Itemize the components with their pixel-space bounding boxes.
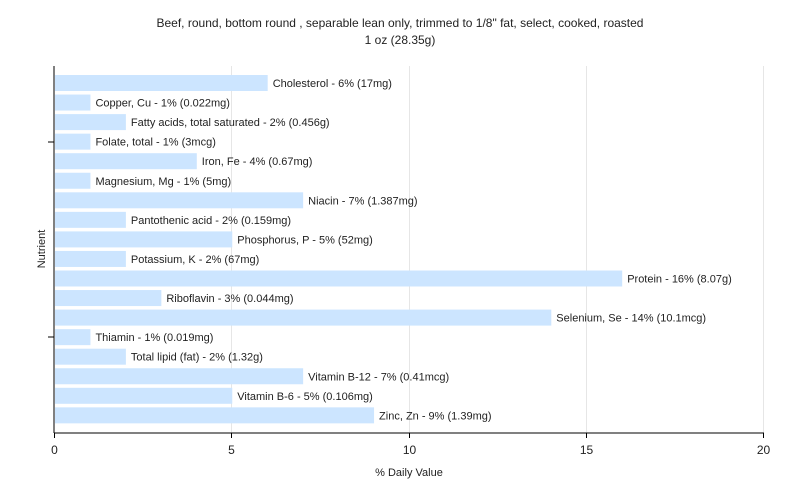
- bar: [55, 387, 233, 404]
- bar-label: Magnesium, Mg - 1% (5mg): [95, 176, 231, 188]
- bar-label: Zinc, Zn - 9% (1.39mg): [379, 410, 491, 422]
- bar-label: Thiamin - 1% (0.019mg): [95, 332, 213, 344]
- bar: [55, 290, 162, 307]
- bar-label: Iron, Fe - 4% (0.67mg): [202, 156, 313, 168]
- x-tick-label: 5: [228, 443, 235, 457]
- bar-label: Protein - 16% (8.07g): [627, 274, 732, 286]
- bar-label: Potassium, K - 2% (67mg): [131, 254, 259, 266]
- bar-label: Fatty acids, total saturated - 2% (0.456…: [131, 117, 330, 129]
- bar-labels: Cholesterol - 6% (17mg) Copper, Cu - 1% (…: [95, 78, 731, 422]
- bar-label: Phosphorus, P - 5% (52mg): [237, 234, 373, 246]
- bar-label: Copper, Cu - 1% (0.022mg): [95, 98, 230, 110]
- x-tick-label: 15: [580, 443, 594, 457]
- bar-label: Niacin - 7% (1.387mg): [308, 195, 417, 207]
- x-tick-label: 10: [403, 443, 417, 457]
- bar-label: Pantothenic acid - 2% (0.159mg): [131, 215, 291, 227]
- bar-label: Cholesterol - 6% (17mg): [273, 78, 392, 90]
- x-axis-title: % Daily Value: [375, 467, 443, 479]
- bar: [55, 231, 233, 248]
- bar: [55, 192, 304, 209]
- bar: [55, 75, 268, 91]
- bar-label: Selenium, Se - 14% (10.1mcg): [556, 313, 706, 325]
- bar: [55, 153, 197, 170]
- bar: [55, 348, 126, 365]
- bar: [55, 368, 304, 385]
- bar: [55, 270, 623, 287]
- bars: [55, 75, 623, 424]
- bar-label: Folate, total - 1% (3mcg): [95, 137, 215, 149]
- x-tick-label: 0: [51, 443, 58, 457]
- x-axis-ticks: 0 5 10 15 20: [51, 433, 770, 457]
- bar: [55, 329, 91, 346]
- bar: [55, 407, 375, 424]
- bar-label: Vitamin B-12 - 7% (0.41mcg): [308, 371, 449, 383]
- bar-label: Riboflavin - 3% (0.044mg): [166, 293, 293, 305]
- bar-label: Total lipid (fat) - 2% (1.32g): [131, 352, 263, 364]
- chart-title: Beef, round, bottom round , separable le…: [157, 16, 644, 30]
- bar: [55, 172, 91, 189]
- bar: [55, 114, 126, 131]
- x-tick-label: 20: [757, 443, 771, 457]
- bar: [55, 250, 126, 267]
- chart-subtitle: 1 oz (28.35g): [365, 33, 436, 47]
- y-axis-title: Nutrient: [36, 230, 48, 269]
- bar: [55, 211, 126, 228]
- bar-label: Vitamin B-6 - 5% (0.106mg): [237, 391, 373, 403]
- bar: [55, 94, 91, 111]
- bar: [55, 309, 552, 326]
- bar: [55, 133, 91, 150]
